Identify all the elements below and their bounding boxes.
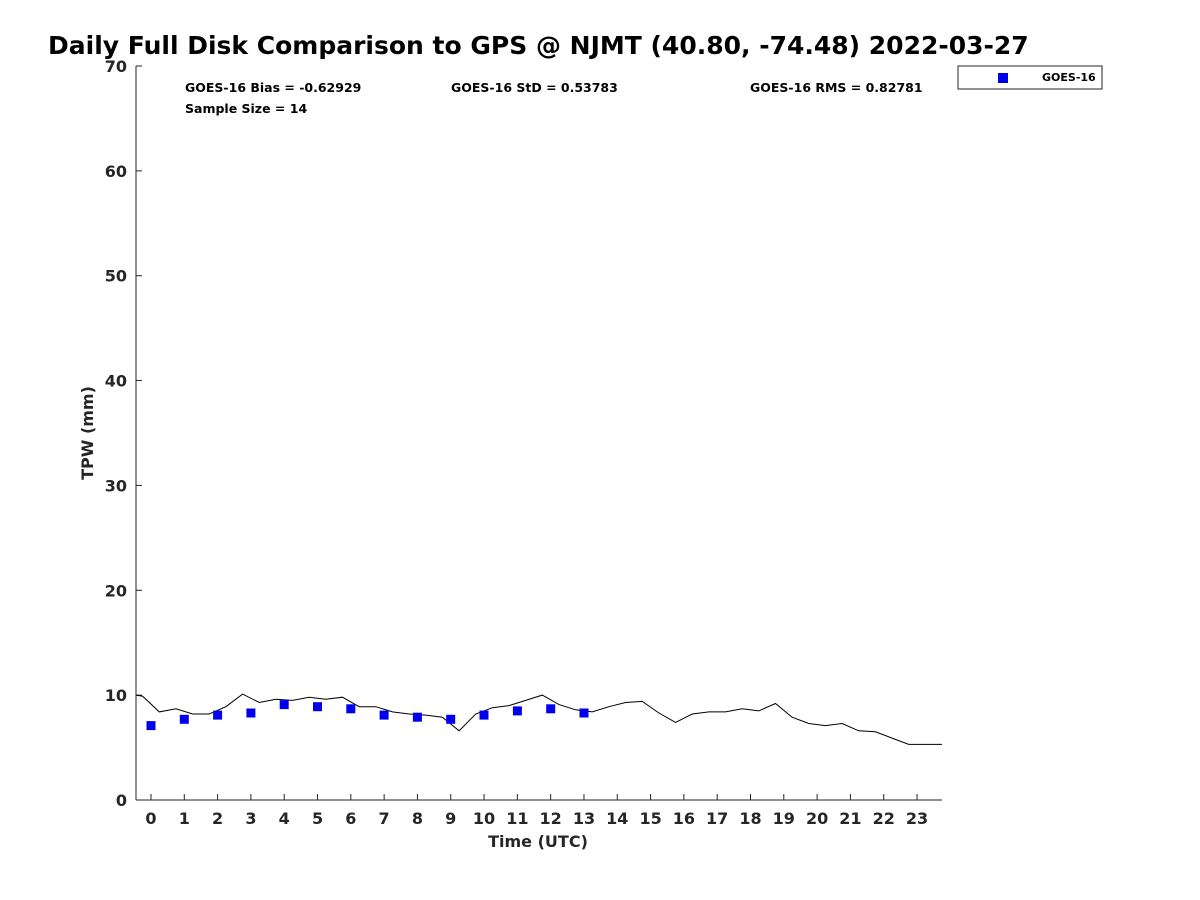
bias-stat: GOES-16 Bias = -0.62929: [185, 80, 361, 95]
x-tick-label: 21: [839, 809, 861, 828]
goes16-point: [246, 708, 256, 718]
plot-area: [135, 66, 942, 801]
goes16-series: [146, 700, 589, 731]
x-tick-label: 22: [873, 809, 895, 828]
y-axis-label: TPW (mm): [78, 386, 97, 480]
x-tick-label: 6: [345, 809, 356, 828]
legend: GOES-16: [957, 65, 1103, 90]
x-tick-label: 20: [806, 809, 828, 828]
x-tick-label: 2: [212, 809, 223, 828]
goes16-point: [579, 708, 589, 718]
goes16-point: [313, 702, 322, 712]
goes16-point: [179, 714, 189, 724]
x-tick-label: 11: [506, 809, 528, 828]
x-tick-label: 19: [773, 809, 795, 828]
x-tick-label: 16: [673, 809, 695, 828]
goes16-point: [479, 710, 489, 720]
goes16-point: [213, 710, 223, 720]
x-tick-label: 5: [312, 809, 323, 828]
goes16-point: [546, 704, 556, 714]
y-axis-ticks: 0 10 20 30 40 50 60 70: [105, 57, 142, 810]
x-tick-label: 4: [279, 809, 290, 828]
x-axis-label: Time (UTC): [488, 832, 588, 851]
legend-box: [957, 65, 1103, 90]
x-tick-label: 13: [573, 809, 595, 828]
goes16-point: [512, 706, 522, 716]
legend-label-goes16: GOES-16: [1042, 71, 1096, 84]
legend-marker-goes16: [998, 73, 1008, 83]
y-tick-label: 50: [105, 267, 127, 286]
y-tick-label: 0: [116, 791, 127, 810]
x-tick-label: 0: [145, 809, 156, 828]
x-tick-label: 18: [739, 809, 761, 828]
goes16-point: [279, 700, 289, 710]
y-tick-label: 10: [105, 686, 127, 705]
y-tick-label: 70: [105, 57, 127, 76]
gps-line: [135, 693, 942, 745]
x-tick-label: 3: [245, 809, 256, 828]
x-tick-label: 1: [179, 809, 190, 828]
goes16-point: [379, 710, 389, 720]
x-axis-ticks: 0 1 2 3 4 5 6 7 8 9 10 11 12 13 14 15 16 17 18 19 20 21 22 23: [145, 794, 928, 828]
x-tick-label: 8: [412, 809, 423, 828]
goes16-point: [346, 704, 356, 714]
rms-stat: GOES-16 RMS = 0.82781: [750, 80, 923, 95]
goes16-point: [146, 721, 156, 731]
sample-size-stat: Sample Size = 14: [185, 101, 307, 116]
x-tick-label: 17: [706, 809, 728, 828]
y-tick-label: 40: [105, 372, 127, 391]
x-tick-label: 7: [379, 809, 390, 828]
gps-series: [135, 693, 942, 745]
x-tick-label: 12: [540, 809, 562, 828]
y-tick-label: 20: [105, 581, 127, 600]
x-tick-label: 14: [606, 809, 628, 828]
x-tick-label: 10: [473, 809, 495, 828]
std-stat: GOES-16 StD = 0.53783: [451, 80, 618, 95]
x-tick-label: 23: [906, 809, 928, 828]
y-tick-label: 30: [105, 476, 127, 495]
y-tick-label: 60: [105, 162, 127, 181]
chart-title: Daily Full Disk Comparison to GPS @ NJMT…: [48, 31, 1029, 60]
x-tick-label: 9: [445, 809, 456, 828]
goes16-point: [446, 714, 456, 724]
goes16-point: [412, 712, 422, 722]
x-tick-label: 15: [639, 809, 661, 828]
